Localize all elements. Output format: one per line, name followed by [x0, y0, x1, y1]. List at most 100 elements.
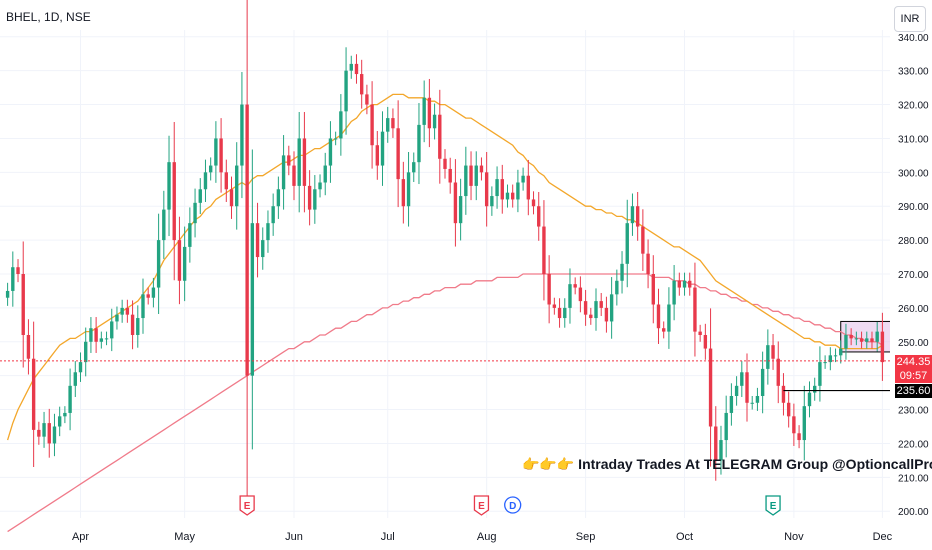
candle-body	[281, 155, 286, 190]
candle	[11, 251, 15, 307]
candle	[797, 425, 801, 449]
candle-body	[292, 165, 296, 186]
candle	[490, 186, 494, 216]
candle-body	[484, 172, 489, 207]
candle	[177, 216, 182, 305]
candle-body	[427, 97, 432, 129]
candle-body	[359, 74, 364, 95]
candle	[839, 340, 843, 364]
candle	[219, 118, 223, 193]
time-tick-label: Nov	[784, 531, 804, 543]
candle	[677, 272, 682, 296]
candle	[646, 239, 650, 289]
candle-body	[859, 338, 864, 342]
ma-slow-line	[7, 273, 883, 533]
candle-body	[172, 162, 176, 241]
candle	[849, 328, 853, 346]
candle	[339, 94, 343, 156]
candle-body	[349, 63, 353, 71]
candle	[261, 227, 265, 270]
candle	[865, 331, 869, 349]
candle	[505, 184, 510, 208]
candle-body	[448, 168, 452, 183]
candle	[635, 191, 640, 241]
candle-body	[255, 223, 260, 258]
candle	[760, 351, 765, 414]
candle	[37, 421, 41, 445]
candle-body	[557, 307, 562, 319]
candle	[89, 317, 93, 353]
candle	[594, 288, 598, 331]
time-tick-label: Dec	[873, 531, 893, 543]
candle-body	[302, 138, 307, 186]
candle-body	[245, 104, 249, 376]
candle	[255, 202, 260, 278]
price-tick-label: 310.00	[898, 134, 929, 145]
candle	[771, 333, 775, 370]
candle-body	[635, 206, 640, 227]
candle-body	[849, 335, 853, 339]
candle-body	[594, 301, 598, 319]
candle	[99, 331, 104, 349]
candle	[583, 289, 588, 326]
candle-body	[813, 385, 817, 393]
candle	[193, 188, 197, 238]
candles-layer	[5, 0, 885, 503]
candle-body	[84, 341, 88, 363]
candle	[266, 210, 270, 253]
candle-body	[797, 433, 801, 441]
candle	[578, 276, 583, 313]
event-marker-dividend: D	[504, 496, 522, 514]
candle-body	[235, 165, 239, 207]
candle	[750, 396, 754, 410]
candle	[136, 305, 140, 348]
candle-body	[198, 189, 202, 203]
candle-body	[375, 145, 379, 166]
candle	[563, 298, 567, 328]
candle	[432, 103, 437, 140]
candle-body	[151, 287, 156, 298]
candle	[370, 81, 374, 169]
dividend-icon	[504, 496, 522, 514]
candle	[698, 324, 702, 342]
price-axis[interactable]: 200.00210.00220.00230.00240.00250.00260.…	[890, 0, 932, 550]
candle	[552, 297, 557, 315]
event-marker-earnings: E	[473, 495, 490, 516]
candle	[328, 121, 333, 183]
candle	[818, 346, 822, 402]
candle-body	[833, 355, 838, 357]
candle-body	[401, 179, 406, 207]
candle	[42, 411, 46, 448]
event-label: E	[478, 501, 485, 512]
candle-body	[219, 138, 223, 173]
candle	[318, 174, 322, 198]
candle-body	[578, 287, 583, 302]
candle	[125, 299, 130, 323]
candle-body	[589, 314, 593, 319]
candle-body	[828, 355, 833, 363]
candle-body	[573, 284, 577, 288]
time-axis[interactable]: Apr May Jun Jul Aug Sep Oct Nov Dec	[72, 531, 893, 543]
candle-body	[839, 348, 843, 356]
currency-button[interactable]: INR	[894, 6, 926, 32]
candle-body	[328, 138, 333, 166]
candle-body	[583, 301, 588, 315]
candle-body	[344, 70, 348, 112]
candle-body	[563, 307, 567, 319]
candle-body	[188, 223, 192, 247]
candle	[875, 321, 879, 352]
price-tick-label: 280.00	[898, 236, 929, 247]
candle-body	[531, 199, 536, 207]
candle-body	[417, 124, 421, 163]
candle	[870, 331, 874, 349]
candle-body	[370, 104, 374, 146]
candle	[729, 383, 734, 426]
candle	[16, 259, 20, 283]
candle	[250, 149, 255, 450]
candle	[651, 255, 655, 324]
candle	[323, 152, 327, 196]
symbol-title[interactable]: BHEL, 1D, NSE	[6, 10, 91, 24]
candle	[844, 323, 848, 360]
